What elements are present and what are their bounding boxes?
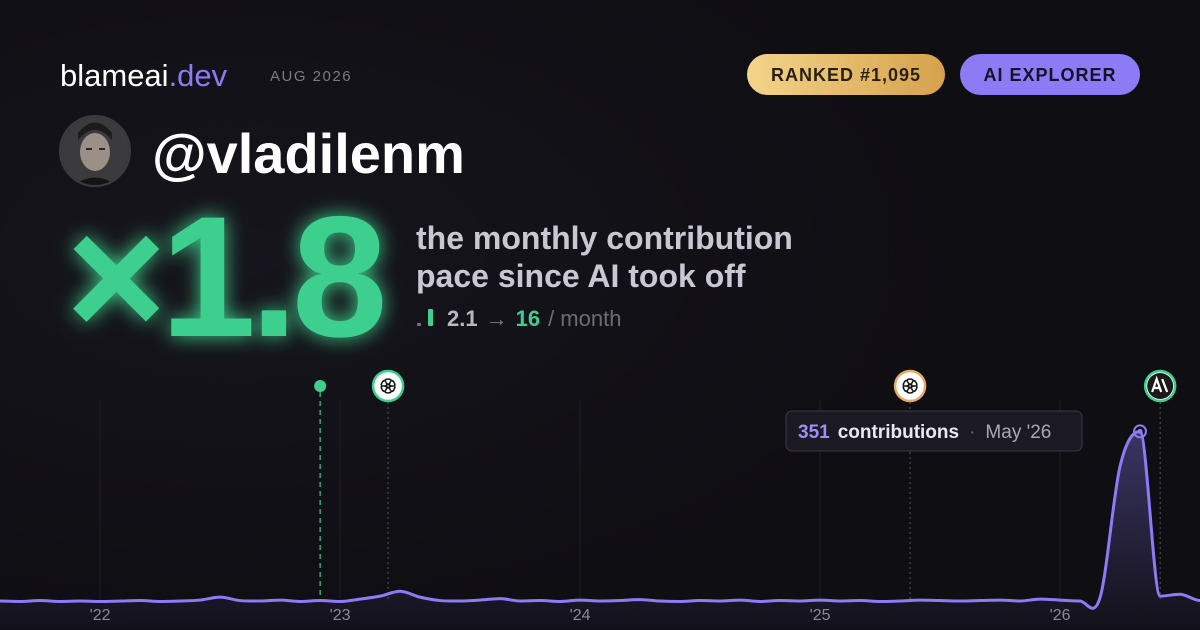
tier-badge: [960, 54, 1140, 95]
tooltip: 351 contributions · May '26: [785, 410, 1083, 452]
caption-line: the monthly contribution: [416, 220, 793, 256]
event-icon: [371, 369, 405, 403]
event-marker: [1143, 369, 1177, 600]
pace: 2.1 → 16 / month: [447, 306, 621, 331]
handle: @vladilenm: [152, 122, 465, 185]
event-marker: [893, 369, 927, 600]
line-area: [0, 431, 1200, 630]
tooltip-box: [785, 410, 1083, 452]
openai-logo-petal: [384, 378, 396, 387]
event-icon: [893, 369, 927, 403]
brand: blameai.dev: [60, 58, 228, 93]
event-dot: [314, 380, 327, 392]
events: [314, 369, 1177, 600]
pace-before: 2.1: [447, 306, 478, 331]
pace-arrow: →: [486, 306, 508, 331]
brand-suffix: .dev: [169, 58, 228, 93]
openai-logo-petal: [906, 378, 918, 387]
multiplier: ×1.8: [66, 181, 383, 373]
line: [0, 429, 1200, 610]
caption-line: pace since AI took off: [416, 258, 746, 294]
chart: '22'23'24'25'26: [0, 369, 1200, 630]
tooltip-label: contributions: [838, 422, 959, 443]
pace-icon: [417, 309, 433, 326]
anthropic-logo: [1151, 375, 1169, 393]
tooltip-separator: ·: [969, 422, 975, 443]
rank-badge: [747, 54, 945, 95]
avatar: [59, 115, 131, 187]
pace-unit: / month: [548, 306, 621, 331]
tier-badge-text: AI EXPLORER: [983, 65, 1116, 85]
tooltip-text: 351 contributions · May '26: [798, 422, 1051, 443]
tooltip-date: May '26: [985, 422, 1051, 443]
pace-after: 16: [516, 306, 540, 331]
date: AUG 2026: [270, 68, 352, 85]
tooltip-value: 351: [798, 422, 830, 443]
highlight-point-center: [1137, 428, 1143, 434]
event-marker: [371, 369, 405, 600]
event-marker: [314, 380, 327, 600]
rank-badge-text: RANKED #1,095: [771, 65, 921, 85]
highlight-point: [1133, 424, 1147, 439]
brand-name: blameai: [60, 58, 169, 93]
